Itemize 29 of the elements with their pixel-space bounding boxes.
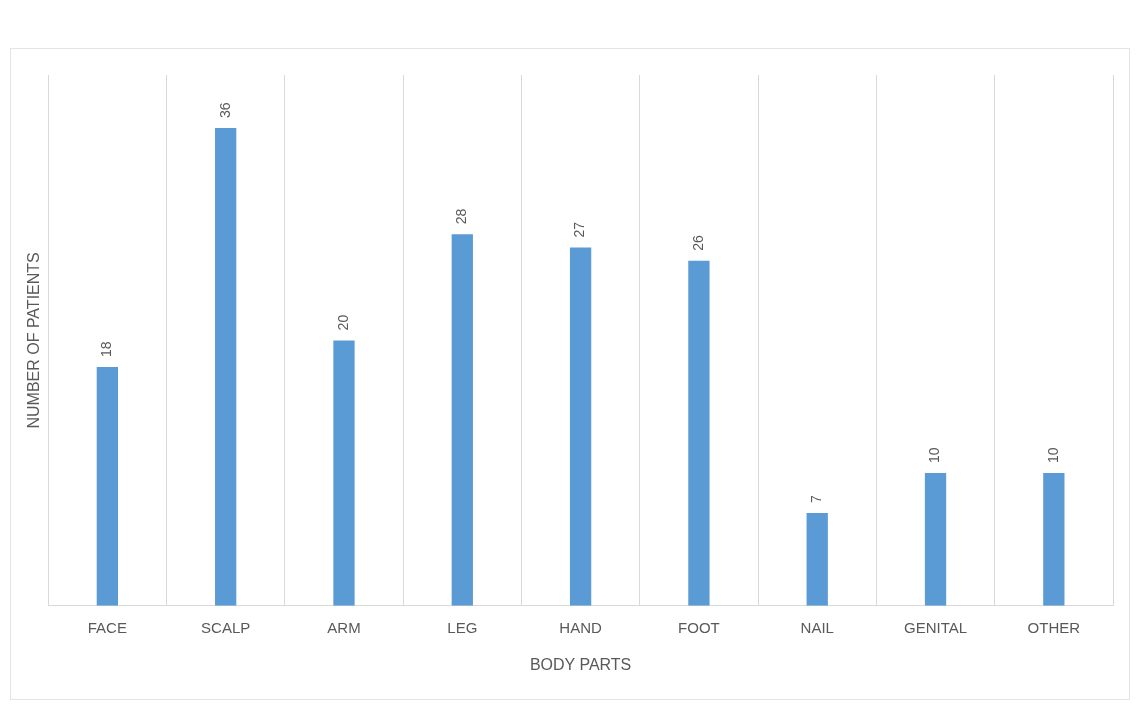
bar xyxy=(806,512,828,606)
bar xyxy=(215,128,237,606)
x-tick-label: OTHER xyxy=(1027,618,1081,636)
x-tick-label: ARM xyxy=(327,618,361,636)
data-label: 36 xyxy=(216,102,233,119)
data-label: 7 xyxy=(808,494,825,503)
x-axis-title: BODY PARTS xyxy=(529,655,632,673)
data-label: 26 xyxy=(689,234,706,251)
x-tick-label: HAND xyxy=(559,618,603,636)
data-label: 28 xyxy=(453,208,470,225)
data-label: 18 xyxy=(98,341,115,357)
x-tick-label: GENITAL xyxy=(903,618,968,636)
data-label: 10 xyxy=(1044,447,1061,464)
x-tick-label: LEG xyxy=(447,618,478,636)
data-label: 10 xyxy=(926,447,943,464)
bar xyxy=(569,247,592,606)
bar xyxy=(688,260,710,606)
data-label: 20 xyxy=(334,314,351,331)
data-label: 27 xyxy=(571,221,588,238)
x-tick-label: SCALP xyxy=(201,618,251,636)
x-tick-label: FACE xyxy=(87,618,127,636)
bar xyxy=(333,340,355,606)
y-axis-title: NUMBER OF PATIENTS xyxy=(25,252,43,429)
bar xyxy=(1043,473,1065,606)
x-tick-label: FOOT xyxy=(678,618,720,636)
bar xyxy=(924,473,947,606)
bar xyxy=(451,234,473,606)
x-tick-label: NAIL xyxy=(800,618,834,636)
bar xyxy=(96,366,118,606)
